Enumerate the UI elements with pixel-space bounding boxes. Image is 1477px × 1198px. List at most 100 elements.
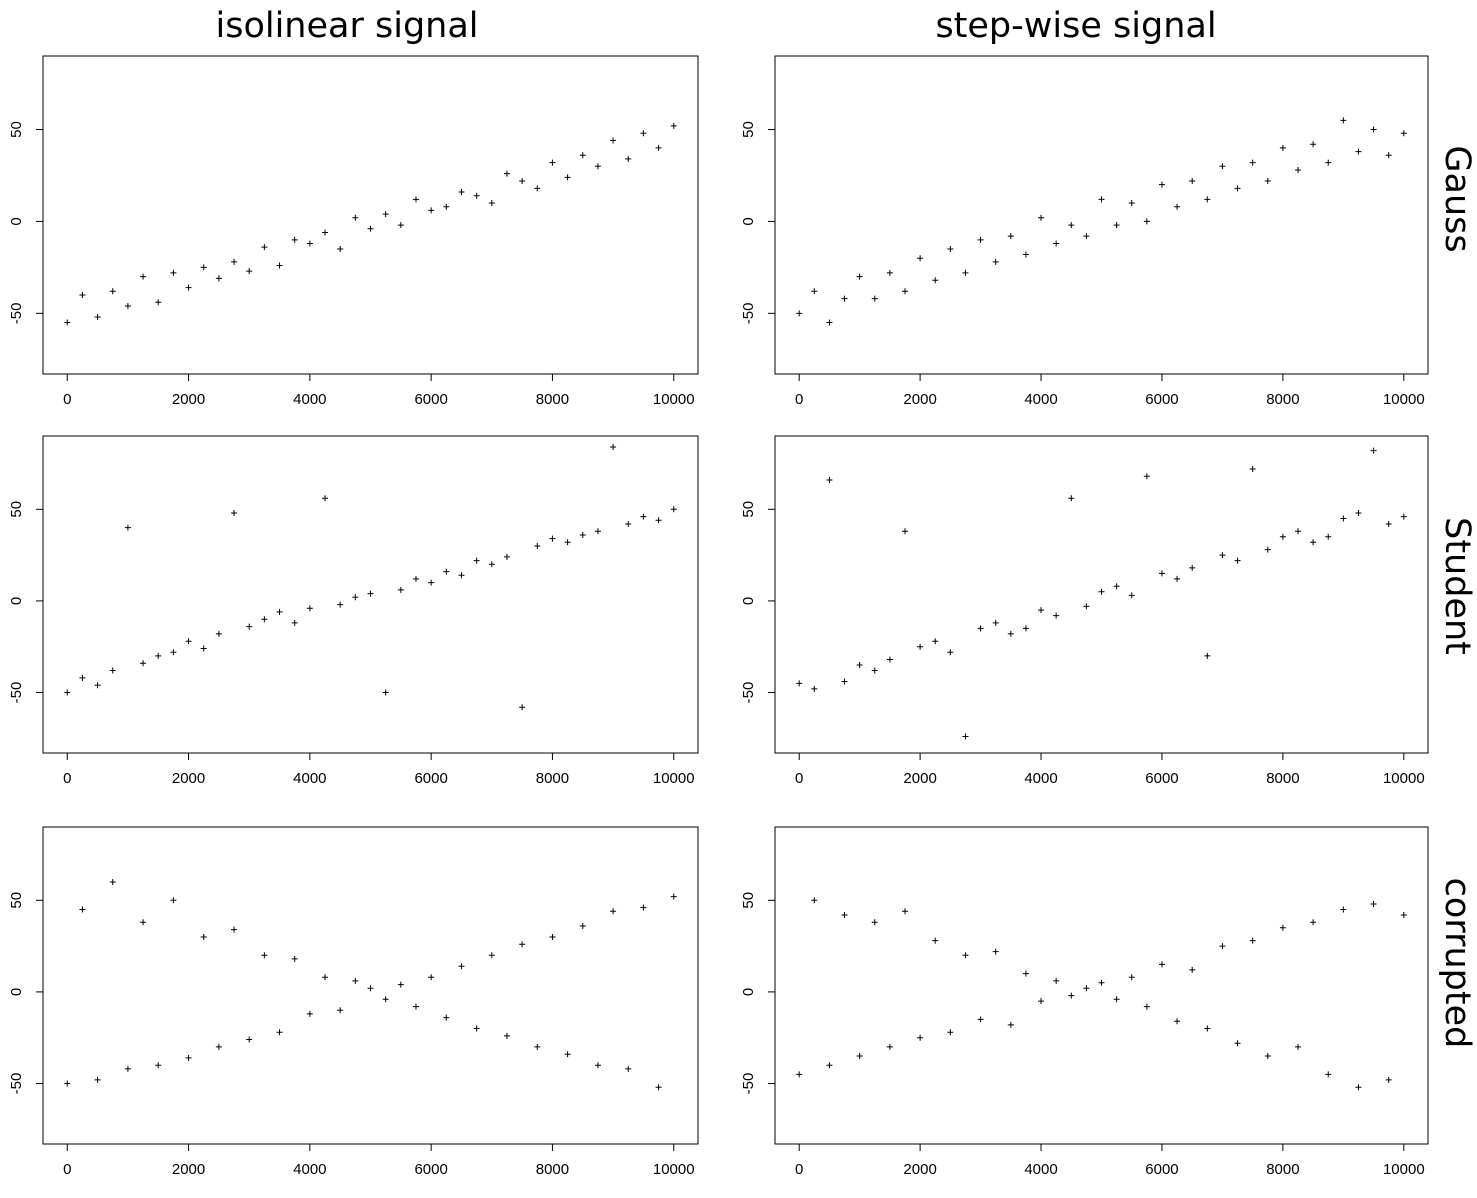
point xyxy=(826,476,833,483)
point xyxy=(79,291,86,298)
point xyxy=(428,207,435,214)
y-tick-label: 0 xyxy=(8,597,25,605)
point xyxy=(811,897,818,904)
point xyxy=(947,1029,954,1036)
x-tick-label: 10000 xyxy=(653,770,695,787)
point xyxy=(140,273,147,280)
point xyxy=(1370,447,1377,454)
point xyxy=(337,601,344,608)
point xyxy=(796,680,803,687)
panel: 0 2000 4000 6000 8000 10000 -50 0 50 xyxy=(740,826,1429,1178)
point xyxy=(1279,533,1286,540)
point xyxy=(1219,943,1226,950)
point xyxy=(367,985,374,992)
point xyxy=(246,1036,253,1043)
point xyxy=(155,1062,162,1069)
point xyxy=(1234,557,1241,564)
point xyxy=(1249,465,1256,472)
point xyxy=(231,926,238,933)
point xyxy=(549,159,556,166)
point xyxy=(871,295,878,302)
point xyxy=(94,314,101,321)
plot-frame xyxy=(42,435,699,754)
point xyxy=(1143,218,1150,225)
x-tick-label: 6000 xyxy=(1145,1161,1178,1178)
point xyxy=(291,236,298,243)
point xyxy=(1038,607,1045,614)
point xyxy=(1310,919,1317,926)
point xyxy=(367,590,374,597)
point xyxy=(412,1003,419,1010)
point xyxy=(79,674,86,681)
point xyxy=(1083,985,1090,992)
point xyxy=(246,268,253,275)
point xyxy=(932,277,939,284)
point xyxy=(1038,998,1045,1005)
y-tick-label: 0 xyxy=(740,988,757,996)
point xyxy=(1295,528,1301,535)
point xyxy=(412,575,419,582)
point xyxy=(488,561,495,568)
point xyxy=(826,1062,833,1069)
point xyxy=(947,649,954,656)
y-tick-label: 50 xyxy=(740,501,757,518)
point xyxy=(579,152,586,159)
point xyxy=(291,619,298,626)
point xyxy=(1355,1084,1362,1091)
point xyxy=(1385,1076,1392,1083)
point xyxy=(856,1053,863,1060)
point xyxy=(231,258,238,265)
y-tick-label: 0 xyxy=(8,988,25,996)
x-tick-label: 0 xyxy=(795,1161,803,1178)
point xyxy=(473,192,480,199)
point xyxy=(917,255,924,262)
x-tick-label: 2000 xyxy=(903,770,936,787)
point xyxy=(549,933,556,940)
point xyxy=(1098,196,1105,203)
point xyxy=(917,1034,924,1041)
x-tick-label: 8000 xyxy=(536,391,569,408)
plot-frame xyxy=(774,55,1429,375)
point xyxy=(1113,996,1120,1003)
point xyxy=(811,288,818,295)
point xyxy=(352,594,359,601)
point xyxy=(917,643,924,650)
point xyxy=(276,1029,283,1036)
x-tick-label: 8000 xyxy=(536,1161,569,1178)
row-label: Student xyxy=(1437,517,1477,655)
y-tick-label: 0 xyxy=(740,597,757,605)
x-tick-label: 4000 xyxy=(293,1161,326,1178)
point xyxy=(534,185,541,192)
point xyxy=(1189,177,1196,184)
column-title: isolinear signal xyxy=(215,6,478,46)
y-tick-label: -50 xyxy=(740,1073,757,1095)
point xyxy=(1204,196,1211,203)
point xyxy=(322,229,329,236)
point xyxy=(1007,1021,1014,1028)
point xyxy=(655,1084,662,1091)
panel: 0 2000 4000 6000 8000 10000 -50 0 50 xyxy=(8,55,699,408)
point xyxy=(1158,570,1165,577)
point xyxy=(1083,603,1090,610)
point xyxy=(443,203,450,210)
point xyxy=(443,568,450,575)
point xyxy=(1310,539,1317,546)
point xyxy=(382,211,389,218)
point xyxy=(519,177,526,184)
point xyxy=(503,1032,510,1039)
point xyxy=(534,1043,541,1050)
point xyxy=(886,656,893,663)
x-tick-label: 2000 xyxy=(903,391,936,408)
y-tick-label: 50 xyxy=(8,892,25,909)
point xyxy=(306,240,313,247)
point xyxy=(291,955,298,962)
point xyxy=(1022,251,1029,258)
point xyxy=(276,608,283,615)
x-tick-label: 2000 xyxy=(903,1161,936,1178)
x-tick-label: 0 xyxy=(795,770,803,787)
point xyxy=(1234,185,1241,192)
point xyxy=(901,288,908,295)
point xyxy=(670,122,677,129)
point xyxy=(1158,181,1165,188)
y-tick-label: -50 xyxy=(8,682,25,704)
